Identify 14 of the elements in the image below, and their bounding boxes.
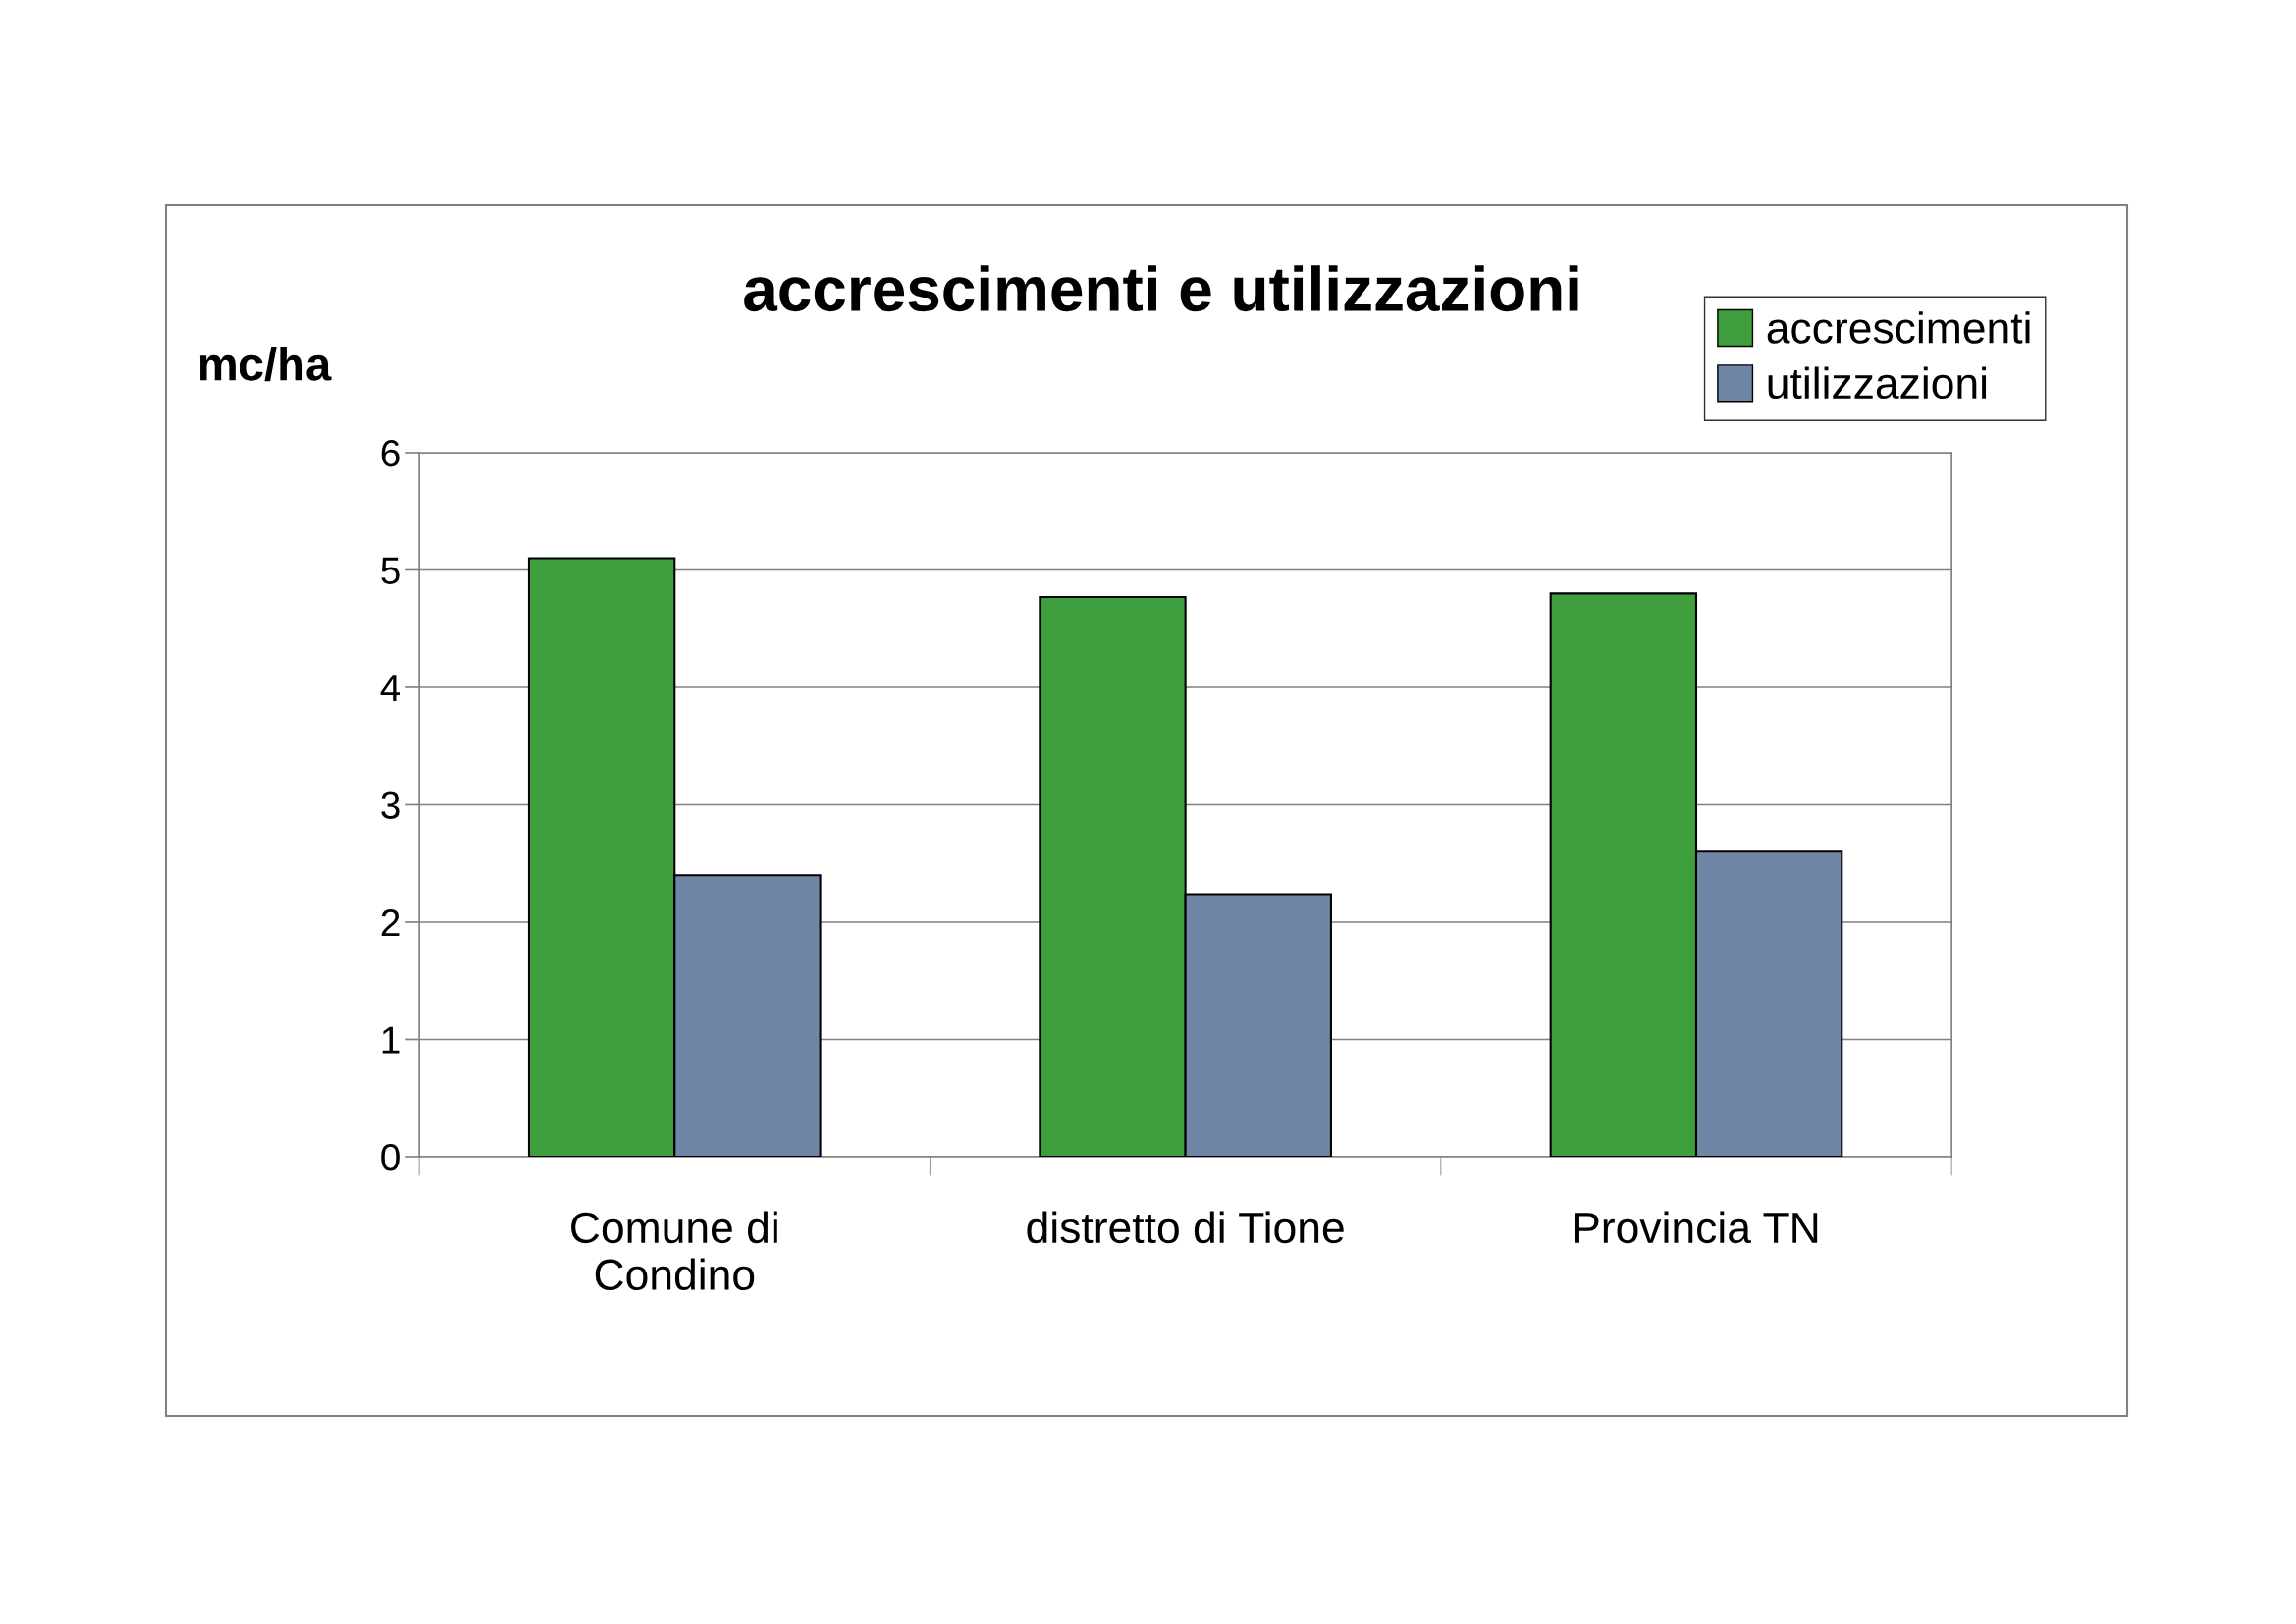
y-tick-label: 5	[381, 557, 400, 584]
x-tick-label: Comune di Condino	[571, 1211, 777, 1291]
y-tick-label: 0	[381, 1143, 400, 1171]
y-tick-label: 3	[381, 791, 400, 819]
x-tick-label: distretto di Tione	[1027, 1211, 1344, 1244]
y-tick-label: 4	[380, 675, 400, 702]
y-axis-title: mc/ha	[199, 346, 332, 382]
chart-title: accrescimenti e utilizzazioni	[744, 265, 1578, 312]
y-tick-label: 6	[381, 439, 400, 467]
x-tick-label: Provincia TN	[1575, 1211, 1818, 1244]
legend-label: utilizzazioni	[1768, 366, 1987, 400]
y-tick-label: 2	[381, 908, 400, 937]
legend-label: accrescimenti	[1767, 311, 2030, 344]
y-tick-label: 1	[382, 1026, 400, 1054]
